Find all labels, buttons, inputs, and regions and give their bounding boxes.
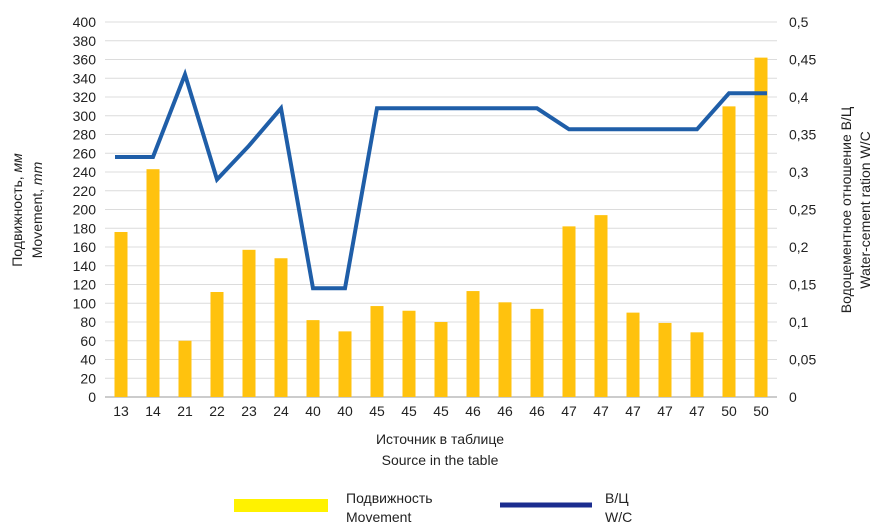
- bar: [498, 302, 512, 397]
- x-axis-title-ru: Источник в таблице: [376, 431, 504, 447]
- bar: [722, 106, 736, 397]
- x-tick-label: 45: [401, 403, 417, 419]
- x-tick-label: 50: [721, 403, 737, 419]
- bar: [242, 249, 256, 397]
- x-tick-label: 45: [369, 403, 385, 419]
- right-tick-label: 0,45: [789, 52, 816, 68]
- left-axis-title-ru-text: Подвижность,: [9, 172, 25, 266]
- bar: [466, 291, 480, 397]
- bar: [306, 320, 320, 397]
- left-tick-label: 360: [73, 52, 97, 68]
- x-tick-label: 47: [689, 403, 705, 419]
- left-tick-label: 240: [73, 164, 97, 180]
- left-axis-title-en-text: Movement,: [29, 185, 45, 258]
- bar: [178, 340, 192, 397]
- left-tick-label: 300: [73, 108, 97, 124]
- right-tick-label: 0: [789, 389, 797, 405]
- left-axis-ticks: 0 20 40 60 80 100 120 140 160 180 200 220 240 260 280 3…: [73, 14, 97, 405]
- legend-label-wc-en: W/C: [605, 509, 632, 525]
- left-tick-label: 180: [73, 220, 97, 236]
- x-tick-label: 46: [497, 403, 513, 419]
- x-axis-title-en: Source in the table: [382, 452, 499, 468]
- bar: [402, 310, 416, 397]
- x-tick-label: 47: [625, 403, 641, 419]
- legend-label-movement-en: Movement: [346, 509, 411, 525]
- left-tick-label: 400: [73, 14, 97, 30]
- line-series-wc: [115, 68, 767, 291]
- left-tick-label: 220: [73, 183, 97, 199]
- x-tick-label: 23: [241, 403, 257, 419]
- left-tick-label: 260: [73, 145, 97, 161]
- bar: [754, 57, 768, 397]
- bar: [274, 258, 288, 397]
- right-tick-label: 0,4: [789, 89, 809, 105]
- left-tick-label: 200: [73, 202, 97, 218]
- bar: [658, 322, 672, 397]
- left-axis-title-ru: Подвижность, мм: [9, 153, 25, 267]
- bar: [594, 215, 608, 397]
- x-tick-label: 47: [657, 403, 673, 419]
- legend-label-wc-ru: В/Ц: [605, 490, 629, 506]
- x-axis-ticks: 13 14 21 22 23 24 40 40 45 45 45 46 46 46 47 47 47 47 47 50…: [113, 403, 769, 419]
- x-tick-label: 14: [145, 403, 161, 419]
- bar: [146, 169, 160, 397]
- bar: [338, 331, 352, 397]
- right-tick-label: 0,2: [789, 239, 809, 255]
- bar: [562, 226, 576, 397]
- left-tick-label: 120: [73, 277, 97, 293]
- right-axis-title-en: Water-cement ration W/C: [857, 131, 873, 288]
- x-tick-label: 47: [593, 403, 609, 419]
- left-tick-label: 60: [80, 333, 96, 349]
- x-tick-label: 46: [529, 403, 545, 419]
- left-tick-label: 80: [80, 314, 96, 330]
- bar: [434, 322, 448, 397]
- right-tick-label: 0,35: [789, 127, 816, 143]
- x-tick-label: 22: [209, 403, 225, 419]
- left-axis-title-en-unit: mm: [29, 161, 45, 185]
- right-tick-label: 0,15: [789, 277, 816, 293]
- left-tick-label: 380: [73, 33, 97, 49]
- right-tick-label: 0,5: [789, 14, 809, 30]
- left-tick-label: 160: [73, 239, 97, 255]
- left-tick-label: 0: [88, 389, 96, 405]
- left-tick-label: 340: [73, 70, 97, 86]
- right-axis-title-ru: Водоцементное отношение В/Ц: [838, 106, 854, 313]
- wc-line: [115, 68, 767, 291]
- legend-swatch-movement: [234, 499, 328, 512]
- x-tick-label: 45: [433, 403, 449, 419]
- bar: [626, 312, 640, 397]
- left-tick-label: 280: [73, 127, 97, 143]
- bar: [530, 308, 544, 397]
- bar: [690, 332, 704, 397]
- right-tick-label: 0,05: [789, 352, 816, 368]
- x-tick-label: 46: [465, 403, 481, 419]
- left-tick-label: 320: [73, 89, 97, 105]
- x-tick-label: 40: [305, 403, 321, 419]
- left-tick-label: 140: [73, 258, 97, 274]
- bar: [370, 306, 384, 397]
- bar-series-movement: [114, 57, 768, 397]
- right-axis-ticks: 0 0,05 0,1 0,15 0,2 0,25 0,3 0,35 0,4 0,45 0,5: [789, 14, 816, 405]
- left-tick-label: 40: [80, 352, 96, 368]
- left-tick-label: 20: [80, 370, 96, 386]
- bar: [114, 232, 128, 397]
- right-tick-label: 0,25: [789, 202, 816, 218]
- right-tick-label: 0,1: [789, 314, 809, 330]
- x-tick-label: 13: [113, 403, 129, 419]
- legend-label-movement-ru: Подвижность: [346, 490, 433, 506]
- legend: Подвижность Movement В/Ц W/C: [234, 490, 632, 525]
- x-tick-label: 24: [273, 403, 289, 419]
- bar: [210, 292, 224, 397]
- x-tick-label: 47: [561, 403, 577, 419]
- left-tick-label: 100: [73, 295, 97, 311]
- x-tick-label: 40: [337, 403, 353, 419]
- x-tick-label: 50: [753, 403, 769, 419]
- left-axis-title-ru-unit: мм: [9, 153, 25, 173]
- x-tick-label: 21: [177, 403, 193, 419]
- right-tick-label: 0,3: [789, 164, 809, 180]
- left-axis-title-en: Movement, mm: [29, 161, 45, 258]
